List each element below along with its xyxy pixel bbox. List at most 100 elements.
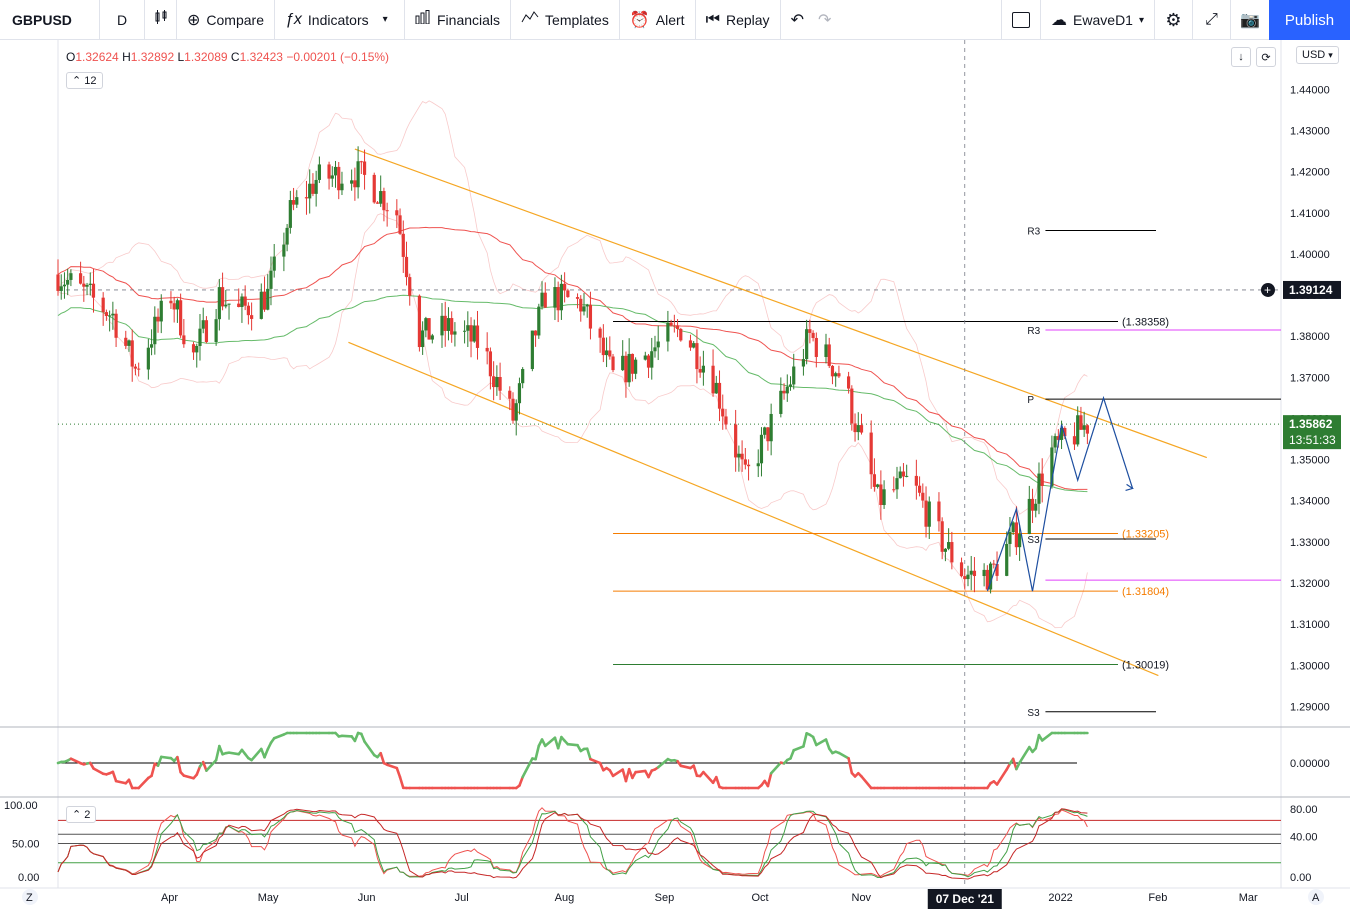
candle-up: [1053, 436, 1057, 448]
candle-down: [1079, 415, 1083, 430]
price-tick: 1.33000: [1290, 537, 1330, 549]
compare-button[interactable]: ⊕ Compare: [177, 0, 275, 40]
financials-button[interactable]: Financials: [405, 0, 512, 40]
add-alert-icon[interactable]: [1261, 282, 1275, 297]
candle-up: [69, 273, 73, 280]
undo-icon[interactable]: ↶: [790, 11, 804, 29]
indicators-collapse-button[interactable]: ⌃ 12: [66, 72, 103, 89]
candle-up: [517, 383, 522, 404]
replay-button[interactable]: ⏮ Replay: [696, 0, 781, 40]
symbol-search-button[interactable]: GBPUSD: [0, 0, 100, 40]
redo-icon[interactable]: ↷: [817, 11, 832, 29]
alert-button[interactable]: ⏰ Alert: [620, 0, 696, 40]
settings-button[interactable]: ⚙: [1155, 0, 1193, 40]
indicator-count: 12: [84, 75, 97, 87]
moving-averages: [57, 226, 1088, 493]
undo-redo-group: ↶ ↷: [781, 0, 842, 40]
candles-icon: [153, 9, 169, 30]
candle-up: [656, 341, 660, 348]
candle-up: [111, 313, 115, 316]
ma-red: [57, 226, 1088, 491]
candle-up: [943, 548, 948, 552]
candle-up: [424, 318, 428, 331]
candle-up: [66, 279, 70, 285]
candle-down: [375, 202, 380, 204]
candle-up: [559, 283, 563, 311]
stoch-legend-button[interactable]: ⌃ 2: [66, 806, 97, 823]
candle-up: [295, 197, 299, 205]
templates-button[interactable]: Templates: [511, 0, 620, 40]
templates-icon: [521, 10, 539, 29]
indicators-button[interactable]: ƒx Indicators ▾: [275, 0, 405, 40]
candle-down: [337, 166, 341, 191]
low-value: 1.32089: [184, 50, 228, 64]
currency-button[interactable]: USD ▾: [1296, 46, 1339, 64]
candle-up: [834, 373, 838, 377]
osc-segment: [789, 748, 796, 760]
osc-segment: [156, 755, 163, 767]
expand-button[interactable]: ⤢: [1193, 0, 1231, 40]
candle-down: [646, 355, 651, 368]
candle-down: [101, 297, 105, 313]
candle-up: [643, 355, 647, 360]
candle-down: [204, 320, 209, 343]
osc-segment: [692, 764, 699, 778]
osc-segment: [792, 745, 805, 752]
candle-down: [243, 296, 247, 306]
candle-down: [362, 161, 367, 175]
osc-segment: [159, 755, 173, 760]
osc-segment: [214, 744, 221, 762]
zoom-button[interactable]: [22, 889, 38, 905]
auto-scale-button[interactable]: [1308, 889, 1324, 905]
fullscreen-toggle[interactable]: [1001, 0, 1042, 40]
layout-button[interactable]: ☁ EwaveD1 ▾: [1041, 0, 1155, 40]
candle-up: [627, 353, 631, 383]
chevron-down-icon: ▾: [1328, 50, 1333, 60]
candle-down: [743, 459, 747, 465]
candle-down: [498, 376, 502, 391]
candle-up: [634, 359, 638, 374]
price-tick: 1.31000: [1290, 619, 1330, 631]
price-tick: 1.30000: [1290, 660, 1330, 672]
close-label: C: [230, 50, 240, 64]
zoom-label: Z: [26, 892, 33, 904]
crosshair-price-box: [1283, 280, 1341, 299]
chart-canvas[interactable]: R3 (1.38358) R3 P (1.33205) S3 (1.31804) (1.300…: [0, 40, 1350, 910]
time-axis[interactable]: Apr May Jun Jul Aug Sep Oct Nov 2022 Feb Mar 07 Dec…: [22, 889, 1324, 909]
candle-up: [582, 306, 586, 312]
candle-down: [914, 475, 918, 486]
candle-up: [763, 427, 767, 435]
candle-up: [585, 304, 589, 307]
candle-down: [372, 174, 376, 203]
interval-button[interactable]: D: [100, 0, 145, 40]
osc-segment: [111, 770, 118, 783]
candle-up: [1050, 447, 1054, 486]
candle-up: [882, 489, 886, 506]
osc-tick: 0.00000: [1290, 758, 1330, 770]
candle-up: [1011, 522, 1015, 533]
time-tick: Oct: [751, 892, 768, 904]
candle-up: [159, 300, 163, 322]
chart-type-button[interactable]: [145, 0, 177, 40]
candle-up: [779, 390, 783, 414]
crosshair-date-label: 07 Dec '21: [936, 892, 995, 906]
stoch-right-tick: 80.00: [1290, 804, 1318, 816]
price-axis[interactable]: 1.440001.430001.420001.410001.400001.390…: [1261, 84, 1341, 770]
scroll-down-button[interactable]: ↓: [1231, 47, 1251, 67]
reset-scale-button[interactable]: ⟳: [1256, 47, 1276, 67]
candle-down: [917, 485, 922, 493]
candle-down: [469, 325, 473, 342]
osc-segment: [847, 757, 854, 775]
candle-down: [624, 355, 628, 383]
candle-down: [924, 500, 928, 527]
candle-down: [859, 425, 864, 433]
candle-down: [782, 390, 786, 394]
snapshot-button[interactable]: 📷: [1231, 0, 1269, 40]
price-tick: 1.38000: [1290, 331, 1330, 343]
candle-down: [672, 325, 676, 327]
countdown-label: 13:51:33: [1289, 433, 1336, 447]
osc-segment: [385, 763, 399, 770]
candle-down: [669, 322, 673, 326]
time-tick: Mar: [1239, 892, 1258, 904]
publish-button[interactable]: Publish: [1269, 0, 1350, 40]
